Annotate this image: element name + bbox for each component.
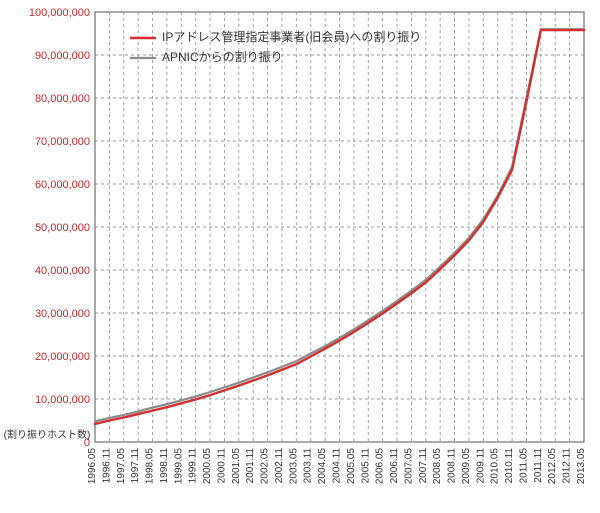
x-tick-label: 2007.05 — [403, 448, 414, 485]
x-tick-label: 1999.05 — [173, 448, 184, 485]
y-tick-label: 60,000,000 — [35, 179, 90, 191]
y-tick-label: 20,000,000 — [35, 351, 90, 363]
x-tick-label: 2012.11 — [562, 448, 573, 484]
y-tick-label: 90,000,000 — [35, 50, 90, 62]
x-tick-label: 2012.05 — [547, 448, 558, 485]
x-tick-label: 2005.05 — [346, 448, 357, 485]
x-tick-label: 1997.11 — [130, 448, 141, 484]
x-tick-label: 2013.05 — [576, 448, 587, 485]
x-tick-label: 2008.05 — [432, 448, 443, 485]
legend: IPアドレス管理指定事業者(旧会員)への割り振り APNICからの割り振り — [130, 29, 421, 64]
x-tick-label: 2002.11 — [274, 448, 285, 484]
x-tick-label: 2005.11 — [360, 448, 371, 484]
x-tick-label: 2001.11 — [245, 448, 256, 484]
x-tick-label: 2009.05 — [461, 448, 472, 485]
y-tick-label: 80,000,000 — [35, 93, 90, 105]
x-tick-label: 1996.11 — [101, 448, 112, 484]
x-tick-label: 2006.05 — [375, 448, 386, 485]
x-tick-label: 2009.11 — [475, 448, 486, 484]
x-tick-label: 2003.05 — [288, 448, 299, 485]
y-axis-label: (割り振りホスト数) — [4, 428, 91, 441]
chart-container: 010,000,00020,000,00030,000,00040,000,00… — [0, 0, 600, 513]
y-tick-label: 70,000,000 — [35, 136, 90, 148]
x-tick-label: 2000.05 — [202, 448, 213, 485]
y-tick-label: 50,000,000 — [35, 222, 90, 234]
x-tick-label: 2008.11 — [447, 448, 458, 484]
x-tick-label: 2010.11 — [504, 448, 515, 484]
chart-svg: 010,000,00020,000,00030,000,00040,000,00… — [0, 0, 600, 513]
x-tick-label: 2011.11 — [533, 448, 544, 483]
x-tick-label: 1999.11 — [188, 448, 199, 484]
x-tick-label: 1998.11 — [159, 448, 170, 484]
x-tick-label: 1998.05 — [145, 448, 156, 485]
x-tick-label: 2001.05 — [231, 448, 242, 485]
y-tick-label: 40,000,000 — [35, 265, 90, 277]
x-tick-label: 2002.05 — [260, 448, 271, 485]
legend-item-label: APNICからの割り振り — [162, 49, 283, 64]
y-tick-label: 10,000,000 — [35, 394, 90, 406]
y-tick-label: 100,000,000 — [29, 7, 90, 19]
x-tick-label: 1996.05 — [87, 448, 98, 485]
legend-item-label: IPアドレス管理指定事業者(旧会員)への割り振り — [162, 29, 421, 44]
x-tick-label: 2003.11 — [303, 448, 314, 484]
x-tick-label: 2011.05 — [518, 448, 529, 484]
y-tick-label: 30,000,000 — [35, 308, 90, 320]
x-tick-label: 2000.11 — [216, 448, 227, 484]
x-tick-label: 2004.05 — [317, 448, 328, 485]
x-tick-label: 2006.11 — [389, 448, 400, 484]
x-tick-label: 1997.05 — [116, 448, 127, 485]
x-tick-label: 2010.05 — [490, 448, 501, 485]
x-tick-label: 2004.11 — [332, 448, 343, 484]
x-tick-label: 2007.11 — [418, 448, 429, 484]
